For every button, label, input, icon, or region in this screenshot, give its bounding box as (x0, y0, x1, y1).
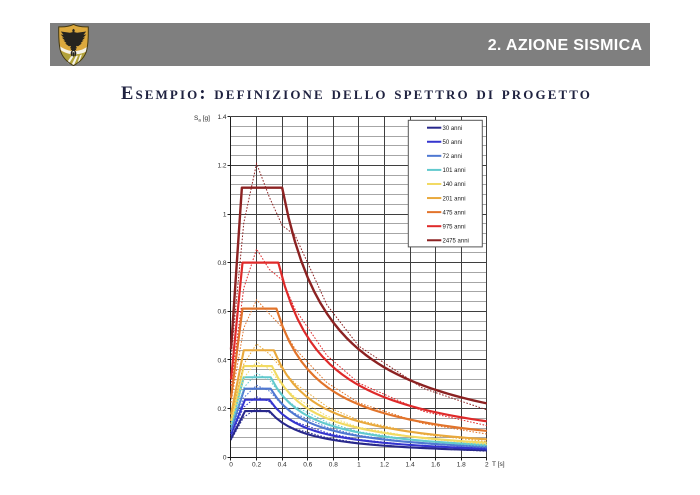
svg-text:140 anni: 140 anni (443, 182, 466, 188)
svg-text:475 anni: 475 anni (443, 210, 466, 216)
svg-text:Sa [g]: Sa [g] (194, 115, 210, 123)
svg-text:T [s]: T [s] (492, 461, 505, 468)
svg-text:0.6: 0.6 (217, 309, 226, 316)
svg-text:1.4: 1.4 (217, 114, 226, 121)
svg-text:0.2: 0.2 (252, 461, 261, 468)
svg-text:1.2: 1.2 (217, 163, 226, 170)
svg-text:101 anni: 101 anni (443, 168, 466, 174)
svg-text:0.4: 0.4 (217, 357, 226, 364)
svg-text:1: 1 (223, 211, 227, 218)
svg-text:30 anni: 30 anni (443, 126, 463, 132)
svg-text:50 anni: 50 anni (443, 140, 463, 146)
svg-text:0.8: 0.8 (217, 260, 226, 267)
svg-text:0.4: 0.4 (278, 461, 287, 468)
svg-text:0: 0 (223, 455, 227, 462)
svg-text:1.6: 1.6 (431, 461, 440, 468)
svg-text:1.2: 1.2 (380, 461, 389, 468)
svg-text:1.8: 1.8 (457, 461, 466, 468)
svg-text:72 anni: 72 anni (443, 154, 463, 160)
svg-text:1: 1 (357, 461, 361, 468)
svg-text:975 anni: 975 anni (443, 224, 466, 230)
svg-text:1.4: 1.4 (406, 461, 415, 468)
svg-text:0.8: 0.8 (329, 461, 338, 468)
svg-text:201 anni: 201 anni (443, 196, 466, 202)
svg-text:0.6: 0.6 (303, 461, 312, 468)
svg-text:2: 2 (485, 461, 489, 468)
svg-text:0: 0 (229, 461, 233, 468)
svg-text:2475 anni: 2475 anni (443, 238, 469, 244)
svg-text:0.2: 0.2 (217, 406, 226, 413)
